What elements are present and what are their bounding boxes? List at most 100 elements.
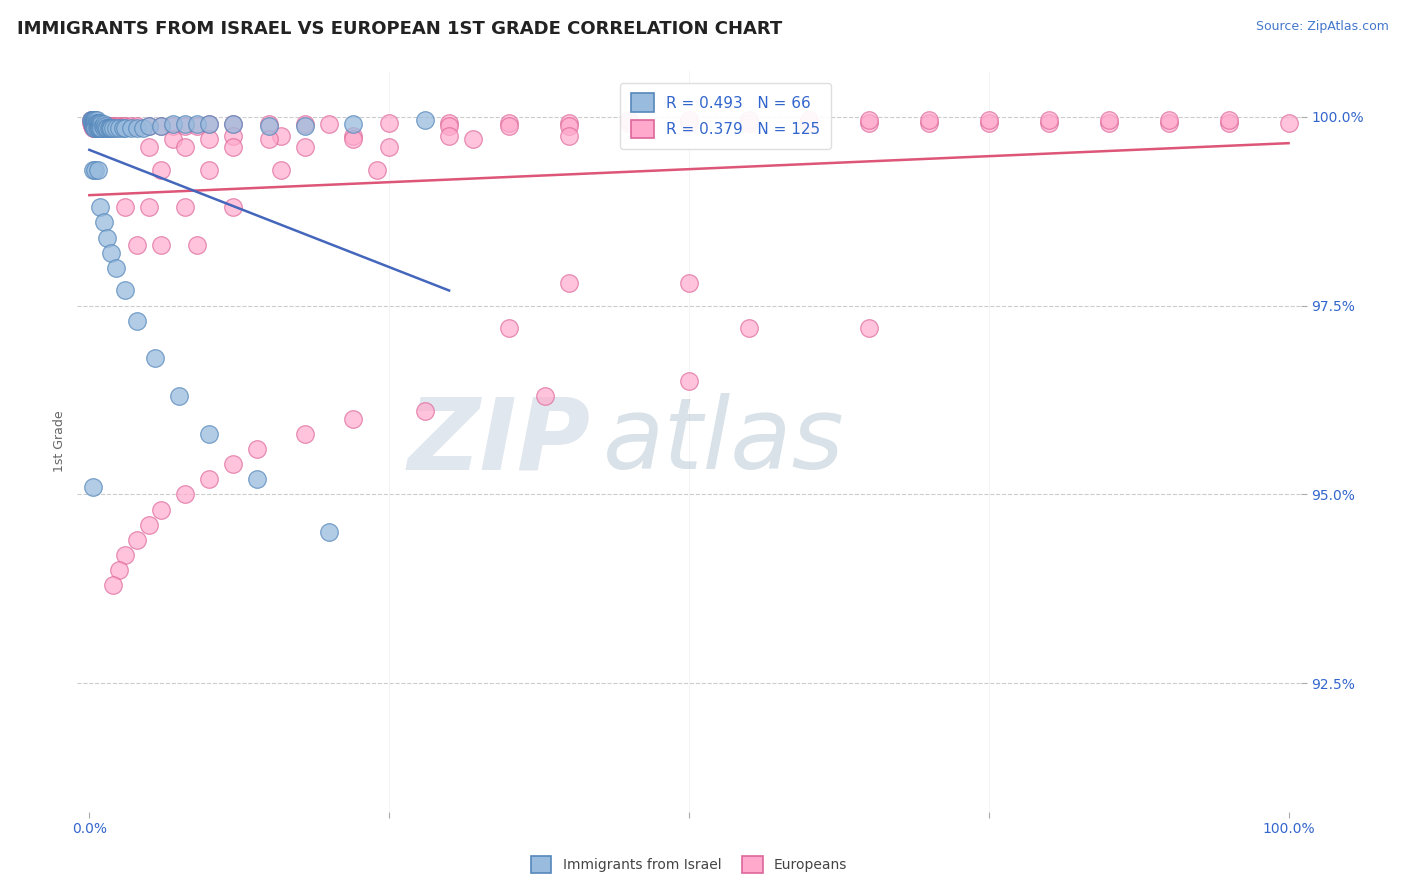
Point: [93, 215, 115, 229]
Point: [84, 121, 107, 136]
Point: [1098, 113, 1121, 128]
Point: [87, 116, 110, 130]
Point: [82, 113, 104, 128]
Point: [97, 121, 120, 136]
Point: [100, 121, 122, 136]
Point: [294, 140, 316, 154]
Point: [82, 480, 104, 494]
Point: [103, 119, 125, 133]
Point: [858, 321, 880, 335]
Point: [558, 119, 581, 133]
Point: [80, 116, 103, 130]
Point: [82, 119, 104, 133]
Point: [918, 116, 941, 130]
Point: [198, 117, 221, 131]
Point: [89, 121, 111, 136]
Point: [150, 502, 173, 516]
Point: [111, 121, 134, 136]
Point: [84, 116, 107, 130]
Point: [342, 412, 364, 426]
Point: [977, 116, 1000, 130]
Point: [94, 119, 117, 133]
Point: [1218, 116, 1240, 130]
Point: [678, 276, 700, 290]
Point: [91, 119, 114, 133]
Point: [94, 119, 117, 133]
Point: [87, 121, 110, 136]
Point: [257, 119, 280, 133]
Point: [678, 374, 700, 388]
Point: [87, 119, 110, 133]
Point: [84, 121, 107, 136]
Point: [558, 128, 581, 143]
Point: [534, 389, 557, 403]
Point: [174, 140, 197, 154]
Point: [104, 119, 127, 133]
Point: [132, 121, 155, 136]
Point: [169, 389, 191, 403]
Point: [342, 117, 364, 131]
Point: [86, 162, 108, 177]
Point: [84, 119, 107, 133]
Point: [437, 116, 460, 130]
Point: [143, 351, 166, 366]
Point: [93, 117, 115, 131]
Point: [150, 119, 173, 133]
Point: [127, 533, 149, 547]
Point: [270, 128, 292, 143]
Point: [738, 116, 761, 130]
Point: [342, 128, 364, 143]
Point: [617, 116, 640, 130]
Point: [1218, 113, 1240, 128]
Point: [83, 116, 105, 130]
Point: [617, 113, 640, 128]
Point: [138, 119, 160, 133]
Point: [120, 121, 142, 136]
Point: [83, 121, 105, 136]
Point: [94, 119, 117, 133]
Text: IMMIGRANTS FROM ISRAEL VS EUROPEAN 1ST GRADE CORRELATION CHART: IMMIGRANTS FROM ISRAEL VS EUROPEAN 1ST G…: [17, 20, 782, 37]
Point: [84, 113, 107, 128]
Point: [108, 563, 131, 577]
Point: [413, 404, 436, 418]
Point: [294, 119, 316, 133]
Point: [84, 113, 107, 128]
Text: atlas: atlas: [603, 393, 845, 490]
Point: [100, 119, 122, 133]
Point: [104, 121, 127, 136]
Point: [558, 276, 581, 290]
Point: [294, 117, 316, 131]
Point: [86, 116, 108, 130]
Point: [198, 132, 221, 146]
Point: [797, 116, 820, 130]
Point: [97, 119, 120, 133]
Point: [198, 162, 221, 177]
Text: ZIP: ZIP: [408, 393, 591, 490]
Point: [93, 119, 115, 133]
Point: [89, 200, 111, 214]
Point: [162, 117, 184, 131]
Point: [378, 140, 401, 154]
Point: [79, 113, 101, 128]
Point: [222, 128, 245, 143]
Point: [103, 121, 125, 136]
Point: [86, 116, 108, 130]
Point: [83, 113, 105, 128]
Point: [82, 121, 104, 136]
Point: [96, 121, 118, 136]
Point: [174, 200, 197, 214]
Point: [96, 119, 118, 133]
Point: [89, 121, 111, 136]
Point: [222, 457, 245, 471]
Point: [1038, 113, 1060, 128]
Point: [186, 117, 208, 131]
Point: [86, 119, 108, 133]
Point: [127, 121, 149, 136]
Point: [558, 116, 581, 130]
Point: [80, 116, 103, 130]
Point: [186, 119, 208, 133]
Point: [79, 113, 101, 128]
Point: [86, 121, 108, 136]
Point: [162, 119, 184, 133]
Point: [108, 121, 131, 136]
